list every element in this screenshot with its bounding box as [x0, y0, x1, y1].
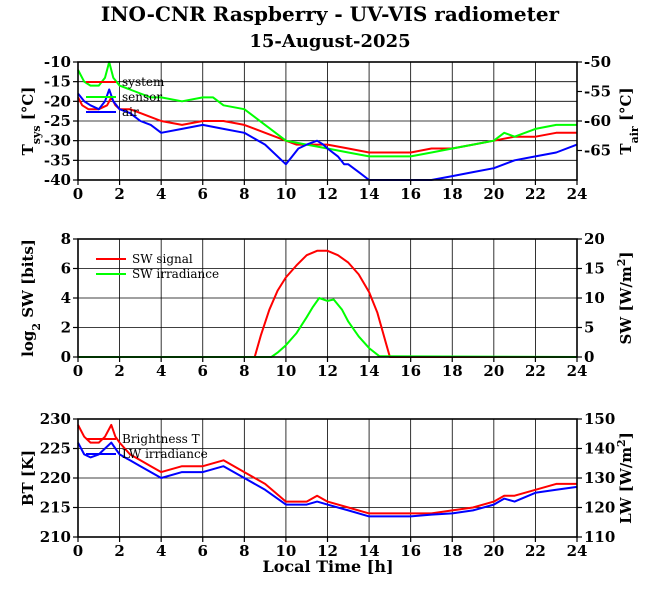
- y-tick-label-left: 2: [61, 319, 71, 337]
- legend: Brightness TLW irradiance: [86, 432, 208, 461]
- y-tick-label-right: 10: [584, 289, 605, 307]
- x-tick-label: 16: [400, 542, 421, 560]
- x-tick-label: 12: [317, 185, 338, 203]
- legend-label: SW signal: [132, 252, 193, 266]
- y-axis-title-left: Tsys [°C]: [19, 87, 43, 156]
- y-tick-label-left: 6: [61, 260, 71, 278]
- x-tick-label: 22: [525, 542, 546, 560]
- y-tick-label-left: -10: [44, 53, 71, 71]
- x-tick-label: 14: [359, 542, 380, 560]
- chart-panel-1: 0 2 4 6 8 10 12 14 16 18 20 22 24-40-35-30-25-20-15-…: [19, 53, 641, 203]
- x-tick-label: 12: [317, 542, 338, 560]
- x-tick-label: 0: [73, 362, 83, 380]
- x-tick-label: 10: [275, 362, 296, 380]
- y-tick-label-left: -15: [44, 73, 71, 91]
- x-tick-label: 8: [239, 542, 249, 560]
- legend-label: air: [122, 105, 139, 119]
- x-tick-label: 2: [114, 185, 124, 203]
- x-axis-title: Local Time [h]: [262, 557, 393, 576]
- y-tick-label-right: 5: [584, 319, 594, 337]
- y-tick-label-left: -40: [44, 171, 71, 189]
- y-tick-label-left: 4: [61, 289, 71, 307]
- x-tick-label: 10: [275, 185, 296, 203]
- y-tick-label-right: 110: [584, 528, 615, 546]
- x-tick-label: 8: [239, 362, 249, 380]
- x-tick-label: 4: [156, 362, 166, 380]
- y-tick-label-left: -30: [44, 132, 71, 150]
- x-tick-label: 16: [400, 362, 421, 380]
- x-tick-label: 2: [114, 362, 124, 380]
- x-tick-label: 14: [359, 185, 380, 203]
- series-line-air: [77, 88, 578, 181]
- x-tick-label: 18: [442, 185, 463, 203]
- x-tick-label: 0: [73, 185, 83, 203]
- x-tick-label: 14: [359, 362, 380, 380]
- x-tick-label: 22: [525, 185, 546, 203]
- x-tick-label: 4: [156, 185, 166, 203]
- x-tick-label: 24: [567, 362, 588, 380]
- series-line-sw-signal: [78, 249, 577, 358]
- y-tick-label-left: -35: [44, 151, 71, 169]
- legend-label: SW irradiance: [132, 267, 219, 281]
- legend-label: Brightness T: [122, 432, 200, 446]
- y-tick-label-left: 8: [61, 230, 71, 248]
- x-tick-label: 12: [317, 362, 338, 380]
- x-tick-label: 22: [525, 362, 546, 380]
- chart-panel-3: 0 2 4 6 8 10 12 14 16 18 20 22 242102152202252301101…: [19, 410, 635, 560]
- y-tick-label-left: -20: [44, 92, 71, 110]
- x-tick-label: 4: [156, 542, 166, 560]
- y-tick-label-left: 210: [40, 528, 71, 546]
- series-line-lw-irradiance: [77, 441, 578, 518]
- y-tick-label-right: -50: [584, 53, 611, 71]
- y-axis-title-left: log2 SW [bits]: [19, 239, 43, 357]
- legend-label: LW irradiance: [122, 447, 208, 461]
- y-tick-label-left: 225: [40, 440, 71, 458]
- x-tick-label: 10: [275, 542, 296, 560]
- x-tick-label: 8: [239, 185, 249, 203]
- x-tick-label: 6: [198, 185, 208, 203]
- y-axis-title-left: BT [K]: [19, 450, 37, 506]
- x-tick-label: 18: [442, 362, 463, 380]
- y-tick-label-right: 130: [584, 469, 615, 487]
- y-tick-label-right: -60: [584, 112, 611, 130]
- series-line-sw-irradiance: [78, 297, 578, 358]
- x-tick-label: 24: [567, 542, 588, 560]
- y-tick-label-right: -55: [584, 83, 611, 101]
- series-line-brightness-t: [77, 423, 577, 515]
- x-tick-label: 20: [483, 542, 504, 560]
- y-tick-label-right: 0: [584, 348, 594, 366]
- y-tick-label-right: 120: [584, 499, 615, 517]
- series-line-sensor: [77, 61, 577, 158]
- x-tick-label: 2: [114, 542, 124, 560]
- y-tick-label-left: 220: [40, 469, 71, 487]
- y-tick-label-right: 15: [584, 260, 605, 278]
- y-tick-label-left: 215: [40, 499, 71, 517]
- y-tick-label-left: -25: [44, 112, 71, 130]
- chart-title: INO-CNR Raspberry - UV-VIS radiometer: [101, 2, 560, 26]
- x-tick-label: 20: [483, 362, 504, 380]
- legend-label: system: [122, 75, 165, 89]
- y-tick-label-right: 140: [584, 440, 615, 458]
- x-tick-label: 18: [442, 542, 463, 560]
- x-tick-label: 20: [483, 185, 504, 203]
- chart-date: 15-August-2025: [249, 31, 410, 52]
- y-axis-title-right: LW [W/m2]: [615, 432, 636, 524]
- x-tick-label: 24: [567, 185, 588, 203]
- x-tick-label: 0: [73, 542, 83, 560]
- x-tick-label: 16: [400, 185, 421, 203]
- y-tick-label-left: 230: [40, 410, 71, 428]
- legend-label: sensor: [122, 90, 162, 104]
- y-axis-title-right: Tair [°C]: [617, 87, 641, 154]
- y-tick-label-right: 150: [584, 410, 615, 428]
- x-tick-label: 6: [198, 362, 208, 380]
- y-tick-label-left: 0: [61, 348, 71, 366]
- y-tick-label-right: -65: [584, 142, 611, 160]
- y-axis-title-right: SW [W/m2]: [615, 252, 636, 345]
- x-tick-label: 6: [198, 542, 208, 560]
- y-tick-label-right: 20: [584, 230, 605, 248]
